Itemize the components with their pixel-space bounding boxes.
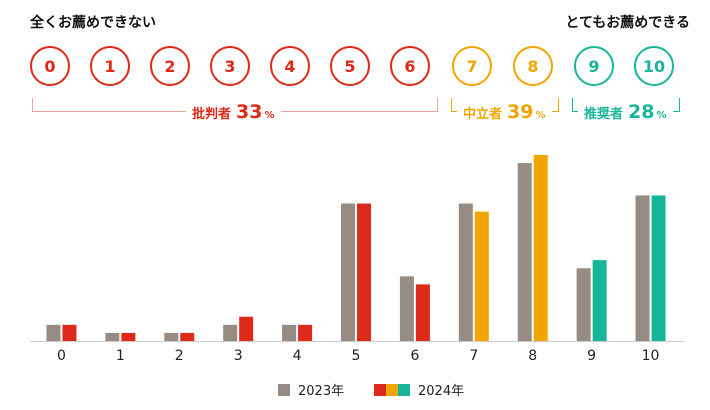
x-tick-label-5: 5 [352,348,361,364]
legend-label-prev: 2023年 [298,384,345,399]
score-circle-4: 4 [270,46,310,86]
bar-2024-5 [357,203,371,341]
bar-2023-2 [164,332,179,341]
scale-right-label: とてもお薦めできる [565,15,690,31]
promoter-label: 推奨者 28 % [578,101,673,123]
score-circle-7: 7 [452,46,492,86]
passive-name: 中立者 [463,107,503,122]
x-tick-label-6: 6 [410,348,419,364]
passive-label: 中立者 39 % [457,101,552,123]
bar-2023-5 [341,203,355,341]
score-circle-3: 3 [210,46,250,86]
detractor-name: 批判者 [192,107,232,122]
bar-2024-8 [533,155,548,341]
x-tick-label-7: 7 [469,348,478,364]
x-tick-label-10: 10 [642,348,660,364]
score-circle-10: 10 [634,46,674,86]
legend-swatch-curr-passive [386,383,398,396]
legend-swatch-curr-promoter [398,383,410,396]
bar-2023-7 [458,203,473,341]
promoter-name: 推奨者 [584,107,624,122]
x-tick-label-4: 4 [293,348,302,364]
score-circle-0: 0 [30,46,70,86]
detractor-label: 批判者 33 % [186,101,281,123]
x-tick-label-3: 3 [234,348,243,364]
bar-2024-4 [298,324,313,341]
bar-2023-10 [635,195,650,341]
bar-2023-3 [223,324,238,341]
bar-2023-4 [282,324,297,341]
scale-left-label: 全くお薦めできない [30,15,156,31]
passive-pct: 39 [507,101,534,123]
bar-chart: 0 1 2 3 4 5 6 7 8 9 10 [30,155,684,364]
legend-label-curr: 2024年 [418,384,465,399]
promoter-unit: % [656,110,667,121]
bar-2024-0 [62,324,77,341]
legend-curr: 2024年 [374,380,464,399]
bar-2024-1 [121,332,136,341]
bar-2023-0 [46,324,61,341]
legend-swatch-curr-detractor [374,383,386,396]
bar-2024-10 [651,195,666,341]
bar-2023-9 [576,268,591,341]
score-circle-9: 9 [574,46,614,86]
x-tick-label-9: 9 [587,348,596,364]
score-circle-2: 2 [150,46,190,86]
detractor-pct: 33 [236,101,263,123]
x-tick-label-2: 2 [175,348,184,364]
promoter-pct: 28 [628,101,655,123]
score-circle-1: 1 [90,46,130,86]
bar-2023-8 [517,163,532,341]
detractor-unit: % [264,110,275,121]
bar-2024-3 [239,316,254,341]
x-tick-label-1: 1 [116,348,125,364]
bar-2023-6 [399,276,414,341]
legend-swatch-prev [278,383,290,396]
bar-2023-1 [105,332,120,341]
x-tick-label-8: 8 [528,348,537,364]
bar-2024-7 [474,211,489,341]
legend-prev: 2023年 [278,380,344,399]
x-tick-label-0: 0 [57,348,66,364]
passive-unit: % [535,110,546,121]
score-circle-8: 8 [513,46,553,86]
bar-2024-9 [592,260,607,341]
score-circle-6: 6 [390,46,430,86]
score-circle-5: 5 [330,46,370,86]
bar-2024-2 [180,332,195,341]
bar-2024-6 [415,284,430,341]
